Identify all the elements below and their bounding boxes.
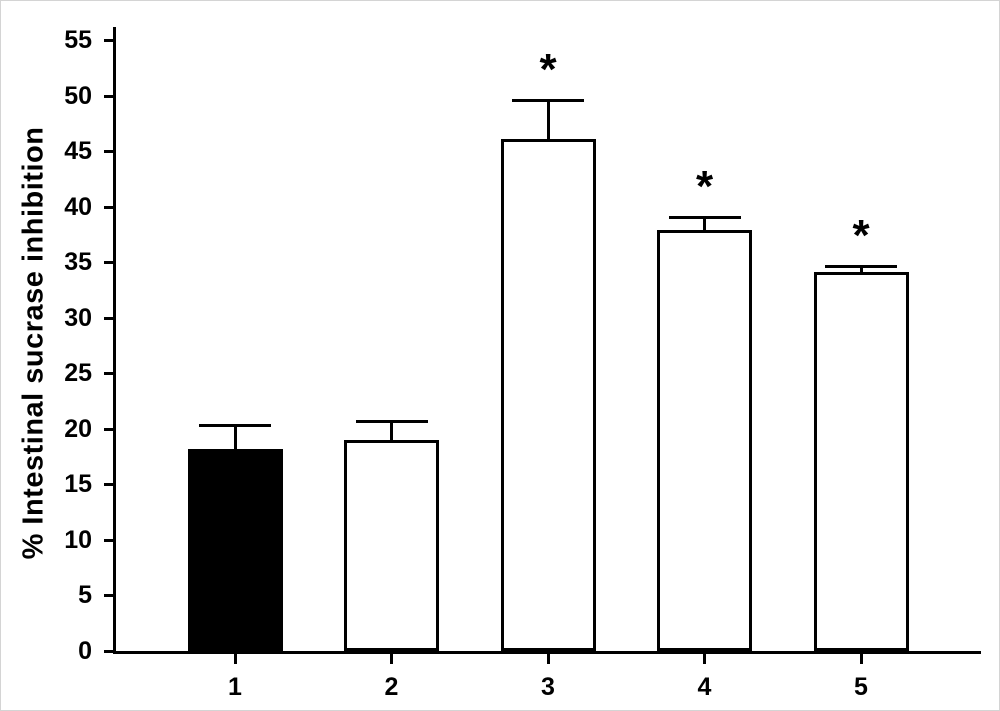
error-bar-cap xyxy=(668,215,741,219)
error-bar-cap xyxy=(199,424,271,428)
error-bar-cap xyxy=(512,98,584,102)
plot-area: 0 5 10 15 20 25 30 35 40 45 50 55 1 2 3 * 4 * 5 * xyxy=(64,26,981,701)
x-tick-label: 2 xyxy=(384,673,399,701)
significance-marker: * xyxy=(539,44,557,94)
x-tick xyxy=(703,654,706,664)
x-tick-label: 3 xyxy=(541,673,555,701)
x-tick xyxy=(859,654,863,664)
bar xyxy=(500,138,596,651)
y-tick-label: 15 xyxy=(64,470,92,499)
error-bar-stem xyxy=(390,421,393,440)
x-tick-label: 4 xyxy=(697,673,712,701)
y-tick xyxy=(104,316,113,320)
error-bar-stem xyxy=(233,425,237,449)
y-tick-label: 0 xyxy=(78,637,92,665)
y-tick-label: 5 xyxy=(78,581,92,610)
error-bar-stem xyxy=(859,265,863,273)
error-bar-stem xyxy=(703,216,706,230)
y-tick xyxy=(104,427,113,431)
bar xyxy=(657,229,752,651)
y-axis-line xyxy=(113,27,116,654)
x-tick xyxy=(390,654,393,664)
significance-marker: * xyxy=(695,161,714,211)
y-tick-label: 10 xyxy=(64,525,92,554)
y-tick xyxy=(104,205,113,209)
y-tick-label: 45 xyxy=(64,137,92,166)
y-tick-label: 50 xyxy=(64,81,92,110)
x-tick-label: 1 xyxy=(228,673,242,701)
error-bar-cap xyxy=(355,420,428,424)
bar xyxy=(187,448,283,651)
y-tick xyxy=(104,538,113,542)
y-tick xyxy=(104,39,113,42)
bar xyxy=(813,272,909,651)
y-tick xyxy=(104,94,113,98)
significance-marker: * xyxy=(852,210,870,260)
y-tick-label: 20 xyxy=(64,414,92,443)
y-tick-label: 35 xyxy=(64,248,92,277)
y-tick-label: 40 xyxy=(64,192,92,221)
y-tick-label: 55 xyxy=(64,26,92,54)
y-tick-label: 30 xyxy=(64,303,92,332)
bar xyxy=(344,439,439,651)
x-tick xyxy=(546,654,550,664)
x-tick-label: 5 xyxy=(854,673,868,701)
y-tick xyxy=(104,594,113,598)
y-tick-label: 25 xyxy=(64,359,92,388)
y-tick xyxy=(104,372,113,376)
y-tick xyxy=(104,483,113,487)
error-bar-cap xyxy=(825,264,897,268)
y-tick xyxy=(104,650,113,653)
error-bar-stem xyxy=(546,99,550,139)
x-tick xyxy=(233,654,237,664)
x-axis-line xyxy=(113,651,981,654)
y-tick xyxy=(104,150,113,154)
y-tick xyxy=(104,261,113,265)
